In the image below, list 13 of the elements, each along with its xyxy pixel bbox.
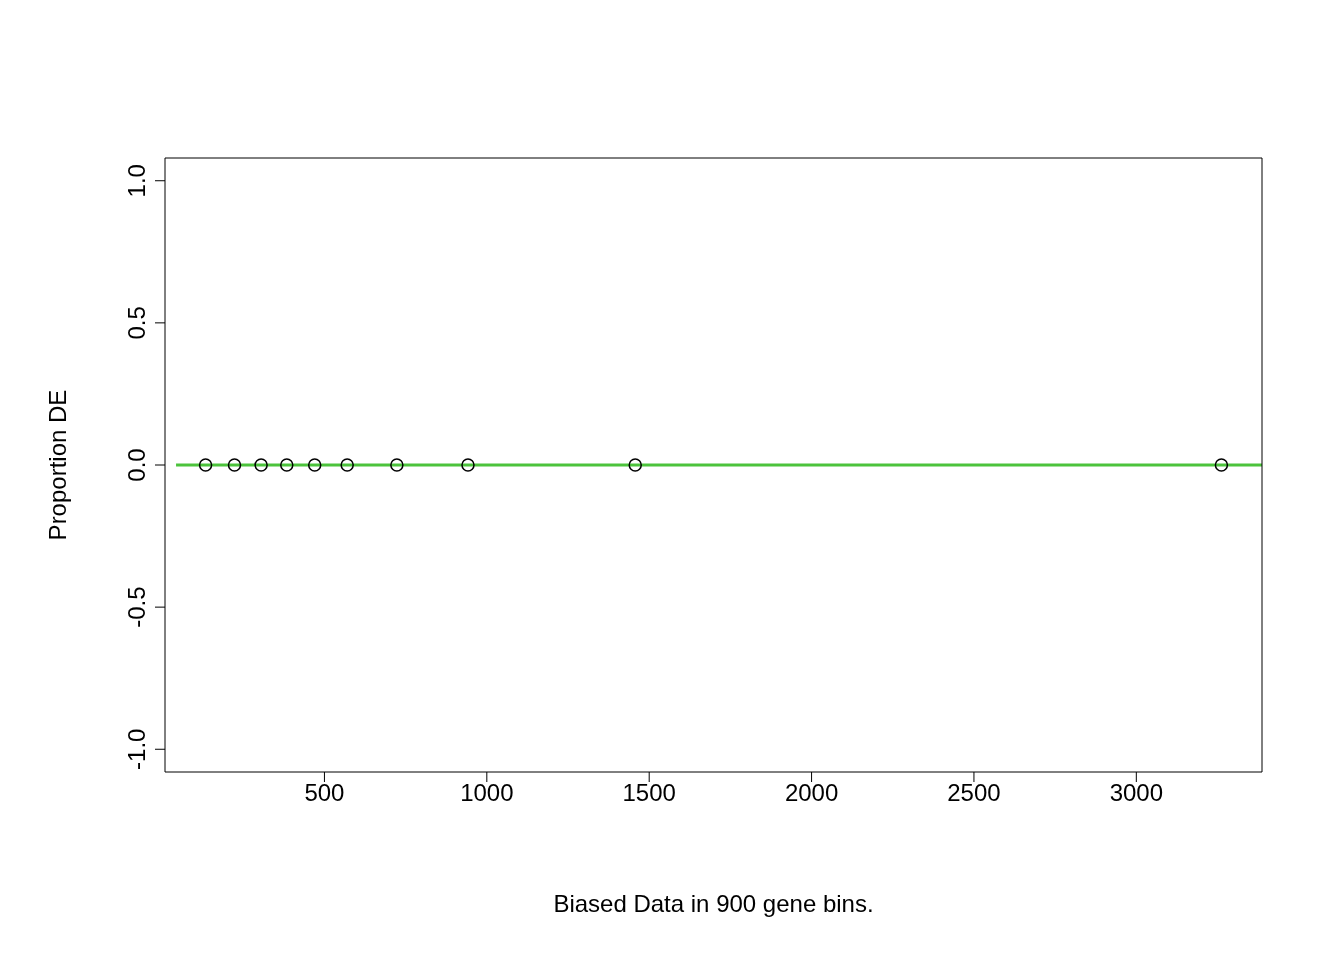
- x-tick-label: 3000: [1109, 779, 1164, 807]
- y-tick-label: 0.5: [123, 306, 150, 340]
- x-tick-label: 500: [304, 779, 345, 807]
- y-tick-label: 0.0: [123, 448, 150, 482]
- x-tick-label: 2500: [947, 779, 1001, 807]
- x-tick-label: 1000: [460, 779, 514, 807]
- y-axis-title: Proportion DE: [43, 389, 71, 541]
- x-tick-label: 1500: [622, 779, 676, 807]
- x-axis-title: Biased Data in 900 gene bins.: [553, 890, 874, 917]
- y-tick-label: -1.0: [123, 728, 150, 770]
- y-tick-label: 1.0: [123, 164, 150, 198]
- x-tick-label: 2000: [784, 779, 839, 807]
- y-tick-label: -0.5: [123, 586, 150, 628]
